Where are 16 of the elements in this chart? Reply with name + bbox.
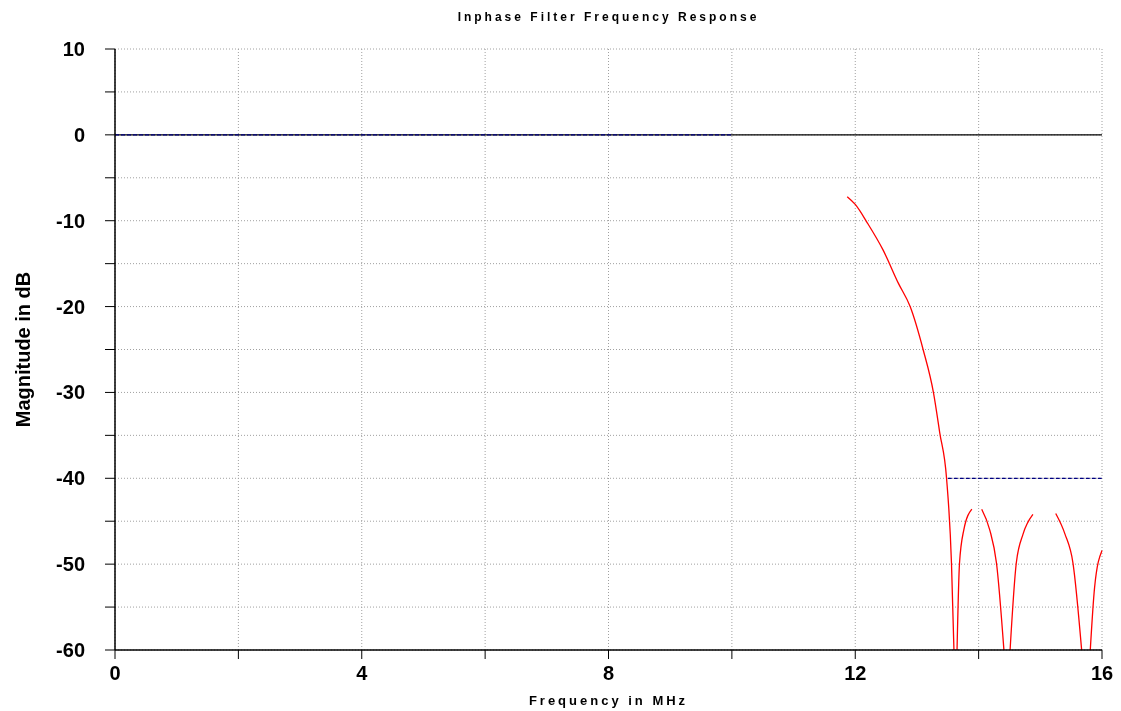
x-tick-label: 12 — [844, 662, 867, 684]
y-tick-label: -10 — [56, 209, 85, 232]
y-tick-label: -40 — [56, 467, 85, 490]
y-tick-label: -20 — [56, 295, 85, 318]
y-tick-label: -60 — [56, 639, 85, 661]
y-axis-title: Magnitude in dB — [12, 271, 34, 428]
x-tick-label: 8 — [602, 662, 615, 684]
x-axis-title: Frequency in MHz — [528, 693, 689, 708]
chart-title: Inphase Filter Frequency Response — [457, 10, 760, 24]
y-tick-label: 10 — [62, 38, 85, 60]
y-tick-label: 0 — [73, 123, 85, 146]
x-tick-label: 4 — [356, 662, 369, 684]
y-tick-label: -50 — [56, 553, 85, 576]
x-tick-label: 16 — [1090, 662, 1114, 684]
y-tick-label: -30 — [56, 381, 85, 404]
x-tick-label: 0 — [109, 662, 121, 684]
